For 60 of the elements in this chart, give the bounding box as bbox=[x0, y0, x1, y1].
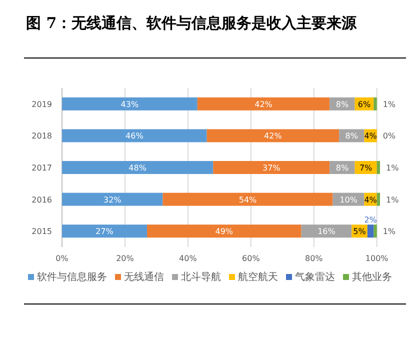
x-tick-label: 0% bbox=[56, 254, 69, 263]
bar bbox=[62, 97, 198, 110]
chart-title: 图 7：无线通信、软件与信息服务是收入主要来源 bbox=[26, 14, 358, 32]
bar bbox=[62, 192, 163, 206]
x-tick-label: 60% bbox=[242, 254, 260, 263]
y-tick-label: 2017 bbox=[32, 164, 52, 172]
data-label: 1% bbox=[386, 164, 400, 172]
legend-label: 航空航天 bbox=[238, 271, 278, 283]
data-label: 5% bbox=[353, 227, 366, 236]
data-label: 2% bbox=[364, 216, 378, 225]
bar bbox=[374, 224, 377, 238]
legend-label: 气象雷达 bbox=[295, 271, 335, 283]
bar bbox=[147, 224, 302, 238]
data-label: 48% bbox=[128, 164, 147, 172]
data-label: 43% bbox=[120, 100, 139, 109]
y-tick-label: 2015 bbox=[32, 227, 52, 236]
data-label: 27% bbox=[96, 227, 114, 236]
bar bbox=[162, 192, 333, 206]
y-tick-label: 2019 bbox=[32, 100, 52, 109]
data-label: 16% bbox=[318, 227, 336, 236]
bar bbox=[213, 161, 330, 174]
bar bbox=[62, 224, 148, 238]
legend-label: 其他业务 bbox=[352, 271, 392, 283]
data-label: 1% bbox=[386, 195, 400, 204]
bar bbox=[197, 97, 330, 110]
bar bbox=[367, 224, 374, 238]
data-label: 49% bbox=[215, 227, 234, 236]
y-tick-label: 2018 bbox=[32, 132, 52, 141]
data-label: 54% bbox=[238, 195, 258, 204]
x-tick-label: 40% bbox=[179, 254, 198, 263]
bar bbox=[62, 161, 214, 174]
y-tick-label: 2016 bbox=[32, 195, 52, 204]
data-label: 1% bbox=[382, 227, 396, 236]
legend-label: 北斗导航 bbox=[181, 271, 221, 283]
data-label: 8% bbox=[336, 164, 349, 172]
data-label: 7% bbox=[359, 164, 373, 172]
data-label: 42% bbox=[254, 100, 273, 109]
bar bbox=[206, 129, 340, 142]
data-label: 32% bbox=[103, 195, 122, 204]
x-tick-label: 20% bbox=[116, 254, 134, 263]
data-label: 4% bbox=[364, 195, 378, 204]
data-label: 8% bbox=[336, 100, 349, 109]
data-label: 8% bbox=[345, 132, 358, 141]
bar bbox=[376, 161, 380, 174]
bar bbox=[301, 224, 352, 238]
data-label: 42% bbox=[264, 132, 282, 141]
x-tick-label: 100% bbox=[365, 254, 389, 263]
x-tick-label: 80% bbox=[304, 254, 324, 263]
data-label: 1% bbox=[382, 100, 396, 109]
bar bbox=[376, 192, 380, 206]
data-label: 6% bbox=[358, 100, 371, 109]
data-label: 37% bbox=[262, 164, 281, 172]
legend-label: 无线通信 bbox=[124, 271, 164, 283]
legend-label: 软件与信息服务 bbox=[37, 271, 107, 283]
data-label: 10% bbox=[340, 195, 358, 204]
data-label: 46% bbox=[126, 132, 144, 141]
data-label: 0% bbox=[382, 132, 396, 141]
bar bbox=[62, 129, 207, 142]
bar bbox=[374, 97, 377, 110]
data-label: 4% bbox=[364, 132, 378, 141]
